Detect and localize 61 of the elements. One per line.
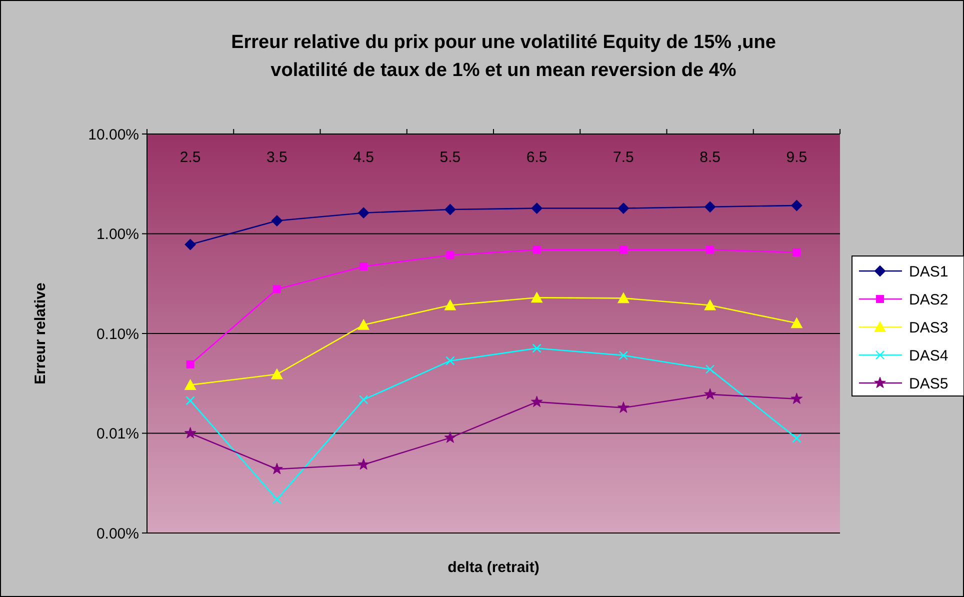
point <box>531 202 542 214</box>
y-tick-label: 1.00% <box>96 226 139 243</box>
point <box>444 432 456 443</box>
point <box>272 494 282 504</box>
point <box>272 285 281 294</box>
legend-label: DAS3 <box>909 319 948 336</box>
point <box>617 402 630 413</box>
x-tick-label: 2.5 <box>180 149 201 166</box>
legend-label: DAS5 <box>909 375 948 392</box>
legend-label: DAS4 <box>909 347 948 364</box>
x-axis-title: delta (retrait) <box>448 559 540 576</box>
point <box>704 299 716 310</box>
point <box>358 318 370 330</box>
y-axis-title: Erreur relative <box>32 282 49 384</box>
legend-label: DAS1 <box>909 263 948 280</box>
x-tick-label: 4.5 <box>353 149 374 166</box>
point <box>617 292 630 304</box>
point <box>360 262 368 270</box>
chart-title: Erreur relative du prix pour une volatilité Equity de 15% ,une volatilité de taux de 1% et un mean reversion de 4% <box>231 32 776 81</box>
point <box>358 207 370 218</box>
point <box>791 200 802 211</box>
point <box>358 458 370 470</box>
point <box>790 392 803 404</box>
point <box>186 396 195 406</box>
point <box>271 215 282 226</box>
point <box>444 204 456 216</box>
point <box>706 246 714 254</box>
point <box>618 202 629 214</box>
point <box>705 364 715 374</box>
point <box>704 201 716 212</box>
point <box>618 350 628 360</box>
y-tick-label: 0.00% <box>96 525 139 542</box>
point <box>792 434 802 443</box>
point <box>792 248 801 256</box>
point <box>619 246 628 254</box>
point <box>184 239 196 250</box>
y-tick-label: 10.00% <box>88 126 139 144</box>
x-tick-label: 6.5 <box>526 149 548 166</box>
x-tick-label: 7.5 <box>613 149 634 166</box>
x-tick-label: 5.5 <box>440 149 461 166</box>
point <box>530 396 543 408</box>
point <box>184 378 196 390</box>
point <box>790 317 803 328</box>
point <box>270 462 283 474</box>
point <box>358 395 368 404</box>
point <box>532 246 541 254</box>
point <box>446 356 455 366</box>
point <box>446 251 454 260</box>
point <box>530 292 543 303</box>
y-tick-label: 0.01% <box>96 426 139 442</box>
x-tick-label: 3.5 <box>266 149 288 166</box>
point <box>444 299 456 310</box>
x-tick-label: 8.5 <box>700 149 720 166</box>
y-tick-label: 0.10% <box>96 326 139 343</box>
x-tick-label: 9.5 <box>786 149 808 166</box>
point <box>186 360 194 368</box>
point <box>704 388 716 400</box>
point <box>184 427 196 438</box>
point <box>532 344 542 353</box>
legend-label: DAS2 <box>909 291 948 308</box>
point <box>270 368 283 380</box>
